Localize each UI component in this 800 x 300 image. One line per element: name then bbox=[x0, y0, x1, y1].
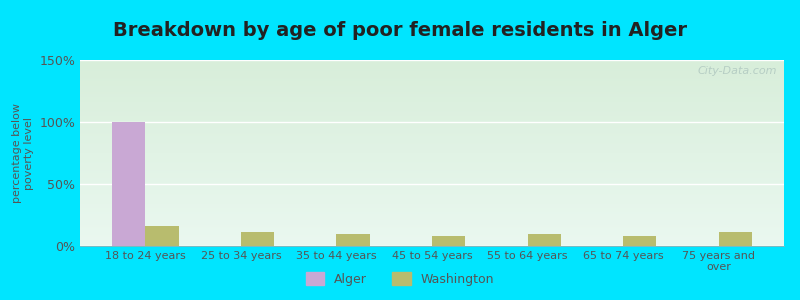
Legend: Alger, Washington: Alger, Washington bbox=[301, 267, 499, 291]
Bar bbox=[112, 122, 146, 246]
Bar bbox=[718, 232, 752, 246]
Bar bbox=[623, 236, 657, 246]
Bar bbox=[146, 226, 179, 246]
Text: Breakdown by age of poor female residents in Alger: Breakdown by age of poor female resident… bbox=[113, 21, 687, 40]
Text: City-Data.com: City-Data.com bbox=[698, 66, 777, 76]
Y-axis label: percentage below
poverty level: percentage below poverty level bbox=[12, 103, 34, 203]
Bar bbox=[432, 236, 466, 246]
Bar bbox=[337, 234, 370, 246]
Bar bbox=[527, 234, 561, 246]
Bar bbox=[241, 232, 274, 246]
